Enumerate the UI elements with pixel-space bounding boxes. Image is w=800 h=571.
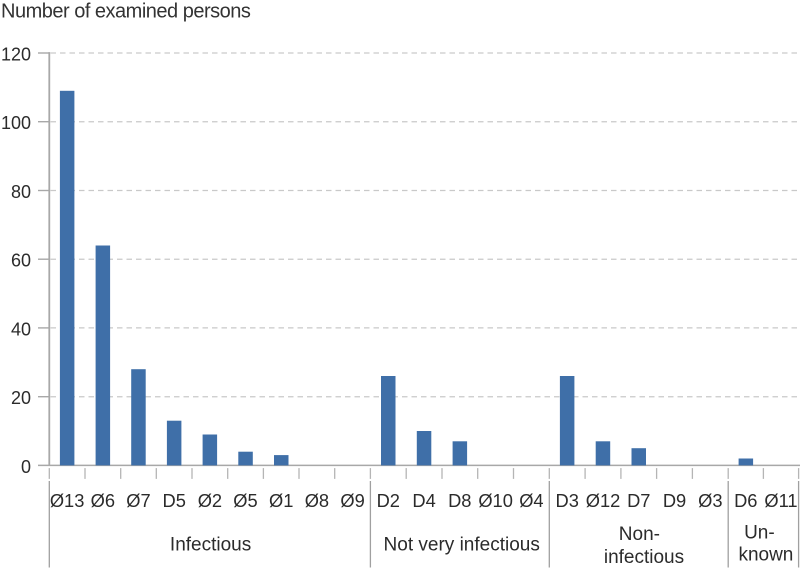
svg-text:120: 120 [1,44,31,64]
svg-text:D9: D9 [663,490,686,511]
svg-text:infectious: infectious [604,547,684,568]
svg-text:D7: D7 [627,490,650,511]
svg-text:Ø13: Ø13 [50,490,85,511]
svg-text:D3: D3 [556,490,579,511]
svg-text:Ø3: Ø3 [698,490,722,511]
svg-text:100: 100 [1,113,31,133]
svg-text:Ø7: Ø7 [126,490,150,511]
svg-text:Ø11: Ø11 [764,490,797,511]
svg-text:40: 40 [11,319,31,339]
svg-text:Number of examined persons: Number of examined persons [1,1,251,23]
svg-text:Infectious: Infectious [170,534,251,555]
svg-text:Ø12: Ø12 [586,490,621,511]
svg-text:D8: D8 [448,490,471,511]
svg-text:80: 80 [11,182,31,202]
svg-text:D2: D2 [377,490,400,511]
svg-text:Non-: Non- [619,524,660,545]
svg-text:D6: D6 [734,490,757,511]
svg-text:60: 60 [11,251,31,271]
svg-text:Ø8: Ø8 [305,490,329,511]
svg-text:D5: D5 [163,490,186,511]
svg-text:Not very infectious: Not very infectious [384,534,540,555]
svg-text:Ø6: Ø6 [91,490,115,511]
svg-text:D4: D4 [412,490,435,511]
svg-text:Ø10: Ø10 [478,490,513,511]
svg-text:Ø1: Ø1 [269,490,293,511]
svg-text:Un-: Un- [744,522,775,543]
svg-text:Ø2: Ø2 [198,490,222,511]
svg-text:0: 0 [21,457,31,477]
svg-text:20: 20 [11,388,31,408]
svg-text:Ø4: Ø4 [519,490,543,511]
svg-text:Ø5: Ø5 [233,490,257,511]
svg-text:Ø9: Ø9 [340,490,364,511]
svg-text:known: known [738,545,793,566]
